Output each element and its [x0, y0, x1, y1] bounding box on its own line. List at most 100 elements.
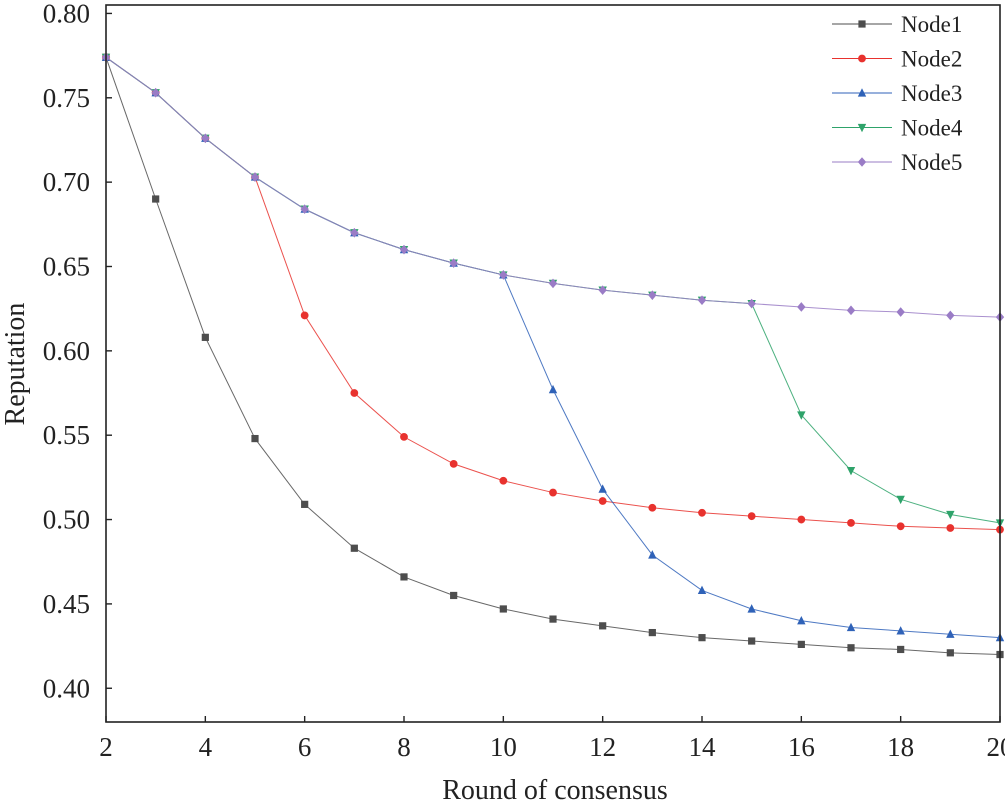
y-tick-label: 0.40: [43, 673, 90, 703]
data-point-node5: [399, 244, 409, 255]
legend-item-node1: Node1: [832, 12, 962, 37]
y-tick-label: 0.60: [43, 336, 90, 366]
data-point-node1: [797, 640, 805, 648]
legend-item-node4: Node4: [832, 116, 963, 141]
legend-label: Node5: [901, 150, 962, 175]
series-line-node2: [105, 56, 1001, 531]
data-point-node5: [697, 295, 707, 306]
plot-frame: [105, 4, 1001, 723]
x-tick-label: 2: [99, 732, 113, 762]
x-tick-label: 14: [689, 732, 717, 762]
data-point-node3: [697, 585, 707, 595]
data-point-node1: [549, 615, 557, 623]
data-point-node1: [350, 544, 358, 552]
data-point-node2: [896, 522, 905, 531]
data-point-node5: [499, 270, 508, 280]
data-point-node2: [797, 515, 806, 524]
data-point-node5: [449, 258, 458, 268]
data-point-node2: [847, 519, 855, 527]
series-layer: [101, 52, 1005, 659]
data-point-node1: [599, 622, 607, 630]
data-point-node5: [747, 298, 756, 309]
data-point-node1: [301, 500, 309, 508]
legend-marker: [858, 54, 866, 63]
legend-label: Node3: [901, 81, 962, 106]
series-node5: [101, 52, 1005, 322]
data-point-node5: [201, 133, 210, 144]
legend: Node1 Node2 Node3 Node4 Node5: [832, 12, 963, 175]
data-point-node1: [946, 649, 954, 657]
data-point-node1: [748, 637, 756, 645]
data-point-node5: [598, 285, 607, 295]
legend-label: Node1: [901, 12, 962, 37]
y-tick-label: 0.55: [43, 420, 90, 450]
data-point-node3: [747, 604, 756, 613]
data-point-node2: [400, 432, 408, 441]
data-point-node1: [201, 333, 209, 341]
data-point-node1: [499, 605, 507, 613]
y-axis-title: Reputation: [0, 303, 31, 426]
y-tick-label: 0.65: [43, 251, 90, 281]
data-point-node2: [300, 311, 309, 320]
x-tick-label: 16: [788, 732, 815, 762]
data-point-node1: [251, 434, 259, 443]
data-point-node3: [846, 622, 856, 632]
x-tick-label: 8: [397, 732, 411, 762]
data-point-node2: [747, 512, 756, 521]
series-node3: [101, 52, 1005, 642]
data-point-node5: [846, 305, 856, 316]
x-tick-label: 12: [589, 732, 616, 762]
data-point-node3: [598, 484, 607, 493]
legend-marker: [857, 157, 867, 167]
data-point-node4: [896, 495, 905, 505]
data-point-node1: [847, 644, 855, 652]
data-point-node2: [648, 503, 657, 512]
legend-marker: [858, 20, 866, 28]
series-node1: [102, 53, 1004, 659]
data-point-node2: [946, 524, 955, 532]
y-tick-label: 0.80: [43, 0, 90, 28]
data-point-node4: [846, 467, 856, 476]
y-tick-label: 0.70: [43, 167, 90, 197]
data-point-node5: [548, 278, 558, 289]
data-point-node5: [648, 290, 657, 300]
data-point-node5: [300, 204, 309, 214]
data-point-node5: [250, 172, 260, 182]
data-point-node2: [698, 508, 706, 517]
data-point-node2: [350, 389, 359, 397]
data-point-node1: [648, 628, 656, 637]
data-point-node2: [549, 488, 557, 497]
data-point-node3: [548, 384, 558, 394]
data-point-node1: [698, 634, 706, 642]
data-point-node1: [450, 591, 458, 600]
x-tick-label: 20: [987, 732, 1005, 762]
y-tick-label: 0.75: [43, 83, 90, 113]
data-point-node5: [896, 307, 905, 317]
legend-item-node5: Node5: [832, 150, 962, 175]
axis-ticks: 2 4 6 8 10 12 14 16 18 20 0.40 0.45 0.50 0.55 0.60 0.65…: [43, 0, 1005, 762]
y-tick-label: 0.50: [43, 505, 90, 535]
data-point-node1: [897, 645, 905, 654]
series-node2: [102, 53, 1004, 534]
data-point-node2: [598, 497, 607, 505]
legend-marker: [857, 88, 867, 97]
x-tick-label: 4: [199, 732, 213, 762]
data-point-node2: [499, 476, 508, 485]
data-point-node1: [152, 195, 160, 203]
y-tick-label: 0.45: [43, 589, 90, 619]
data-point-node4: [797, 411, 806, 420]
x-tick-label: 18: [887, 732, 914, 762]
data-point-node3: [946, 629, 955, 638]
legend-label: Node4: [901, 116, 963, 141]
data-point-node4: [946, 510, 955, 520]
legend-item-node2: Node2: [832, 47, 962, 72]
legend-label: Node2: [901, 47, 962, 72]
data-point-node5: [350, 227, 359, 238]
data-point-node2: [449, 459, 458, 468]
data-point-node5: [946, 310, 955, 321]
data-point-node1: [400, 573, 408, 581]
x-tick-label: 10: [490, 732, 517, 762]
legend-item-node3: Node3: [832, 81, 962, 106]
series-line-node1: [105, 57, 1001, 656]
